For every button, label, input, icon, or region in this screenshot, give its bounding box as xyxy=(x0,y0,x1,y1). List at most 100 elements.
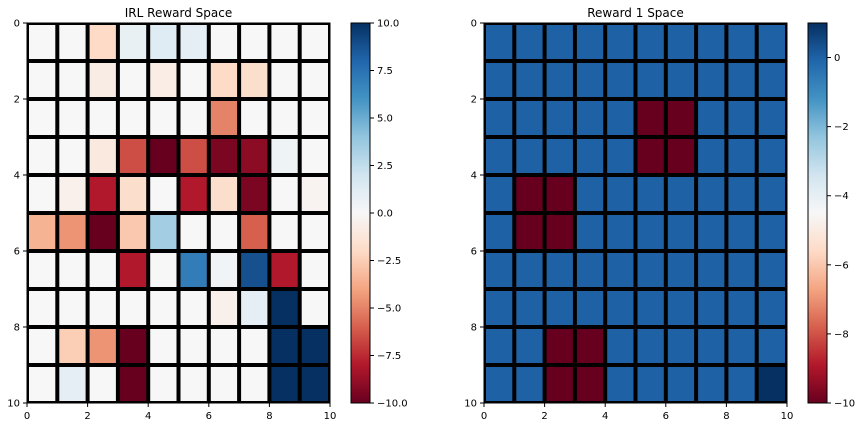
x-tick-label: 4 xyxy=(145,411,151,422)
heatmap-cell-r8-c9 xyxy=(758,329,785,363)
heatmap-cell-r6-c3 xyxy=(576,253,604,287)
heatmap-cell-r2-c6 xyxy=(667,101,695,135)
heatmap-cell-r4-c4 xyxy=(150,177,177,211)
y-tick-label: 10 xyxy=(464,399,477,410)
heatmap-cell-r0-c0 xyxy=(486,25,513,59)
heatmap-cell-r4-c5 xyxy=(180,177,207,211)
heatmap-cell-r9-c9 xyxy=(301,367,328,401)
heatmap-cell-r2-c9 xyxy=(758,101,785,135)
heatmap-cell-r2-c9 xyxy=(301,101,328,135)
heatmap-cell-r9-c4 xyxy=(607,367,634,401)
colorbar-tick-label: 10.0 xyxy=(377,19,399,30)
heatmap-cell-r4-c9 xyxy=(301,177,328,211)
heatmap-cell-r6-c1 xyxy=(516,253,543,287)
heatmap-cell-r7-c7 xyxy=(698,291,725,325)
heatmap-cell-r7-c9 xyxy=(301,291,328,325)
heatmap-cell-r5-c2 xyxy=(546,215,573,249)
y-tick-label: 0 xyxy=(14,19,20,30)
heatmap-cell-r8-c4 xyxy=(150,329,177,363)
heatmap-cell-r5-c3 xyxy=(119,215,147,249)
heatmap-cell-r1-c2 xyxy=(546,63,573,97)
heatmap-cell-r9-c3 xyxy=(119,367,147,401)
x-tick-label: 2 xyxy=(84,411,90,422)
heatmap-cell-r8-c2 xyxy=(546,329,573,363)
heatmap-cell-r9-c5 xyxy=(637,367,664,401)
heatmap-cell-r1-c6 xyxy=(210,63,238,97)
heatmap-cell-r7-c1 xyxy=(59,291,86,325)
heatmap-cell-r7-c6 xyxy=(210,291,238,325)
heatmap-cell-r3-c1 xyxy=(59,139,86,173)
heatmap-cell-r7-c0 xyxy=(29,291,56,325)
heatmap-cell-r1-c5 xyxy=(180,63,207,97)
heatmap-cell-r1-c5 xyxy=(637,63,664,97)
heatmap-cell-r1-c7 xyxy=(241,63,268,97)
heatmap-cell-r4-c3 xyxy=(576,177,604,211)
heatmap-cell-r6-c6 xyxy=(210,253,238,287)
heatmap-cell-r7-c5 xyxy=(637,291,664,325)
heatmap-cell-r1-c3 xyxy=(576,63,604,97)
heatmap-cell-r5-c4 xyxy=(607,215,634,249)
heatmap-cell-r4-c7 xyxy=(241,177,268,211)
heatmap-cell-r3-c9 xyxy=(758,139,785,173)
colorbar xyxy=(807,22,828,404)
heatmap-cell-r0-c4 xyxy=(150,25,177,59)
heatmap-cell-r0-c1 xyxy=(516,25,543,59)
heatmap-cell-r0-c1 xyxy=(59,25,86,59)
heatmap-cell-r3-c3 xyxy=(119,139,147,173)
colorbar-tick-label: 7.5 xyxy=(377,66,393,77)
x-tick-label: 6 xyxy=(206,411,212,422)
heatmap-cell-r5-c5 xyxy=(637,215,664,249)
heatmap-cell-r4-c2 xyxy=(546,177,573,211)
heatmap-cell-r0-c7 xyxy=(241,25,268,59)
heatmap-cell-r8-c1 xyxy=(516,329,543,363)
heatmap-cell-r9-c3 xyxy=(576,367,604,401)
heatmap-cell-r2-c1 xyxy=(516,101,543,135)
heatmap-cell-r9-c1 xyxy=(516,367,543,401)
heatmap-cell-r5-c1 xyxy=(59,215,86,249)
heatmap-cell-r4-c0 xyxy=(486,177,513,211)
heatmap-cell-r8-c6 xyxy=(210,329,238,363)
heatmap-cell-r3-c9 xyxy=(301,139,328,173)
heatmap-cell-r3-c2 xyxy=(546,139,573,173)
heatmap-cell-r6-c0 xyxy=(486,253,513,287)
heatmap-cell-r2-c2 xyxy=(89,101,116,135)
heatmap-cell-r7-c5 xyxy=(180,291,207,325)
heatmap-cell-r4-c1 xyxy=(516,177,543,211)
heatmap-cell-r6-c9 xyxy=(301,253,328,287)
heatmap-cell-r7-c1 xyxy=(516,291,543,325)
heatmap-cell-r4-c9 xyxy=(758,177,785,211)
heatmap-cell-r7-c0 xyxy=(486,291,513,325)
heatmap-cell-r4-c6 xyxy=(667,177,695,211)
heatmap-cell-r5-c9 xyxy=(758,215,785,249)
heatmap-cell-r9-c0 xyxy=(29,367,56,401)
y-tick-label: 4 xyxy=(14,171,20,182)
heatmap-cell-r8-c1 xyxy=(59,329,86,363)
heatmap-cell-r6-c4 xyxy=(150,253,177,287)
heatmap-cell-r8-c3 xyxy=(576,329,604,363)
heatmap-cell-r4-c6 xyxy=(210,177,238,211)
heatmap-cell-r2-c3 xyxy=(576,101,604,135)
heatmap-cell-r0-c4 xyxy=(607,25,634,59)
heatmap-cell-r9-c9 xyxy=(758,367,785,401)
heatmap-cell-r7-c7 xyxy=(241,291,268,325)
x-tick-label: 10 xyxy=(781,411,794,422)
heatmap-cell-r7-c2 xyxy=(89,291,116,325)
heatmap-cell-r0-c5 xyxy=(637,25,664,59)
heatmap-cell-r5-c8 xyxy=(728,215,755,249)
heatmap-cell-r9-c1 xyxy=(59,367,86,401)
heatmap-cell-r2-c0 xyxy=(29,101,56,135)
heatmap-cell-r3-c8 xyxy=(271,139,298,173)
heatmap-cell-r6-c4 xyxy=(607,253,634,287)
heatmap-cell-r3-c7 xyxy=(698,139,725,173)
heatmap-cell-r6-c8 xyxy=(271,253,298,287)
heatmap-cell-r4-c3 xyxy=(119,177,147,211)
heatmap-cell-r5-c0 xyxy=(29,215,56,249)
heatmap-cell-r4-c2 xyxy=(89,177,116,211)
heatmap-cell-r4-c5 xyxy=(637,177,664,211)
y-tick-label: 6 xyxy=(471,247,477,258)
heatmap-cell-r2-c7 xyxy=(698,101,725,135)
heatmap-cell-r0-c3 xyxy=(119,25,147,59)
heatmap-cell-r3-c5 xyxy=(637,139,664,173)
heatmap-cell-r1-c7 xyxy=(698,63,725,97)
heatmap-cell-r3-c4 xyxy=(607,139,634,173)
